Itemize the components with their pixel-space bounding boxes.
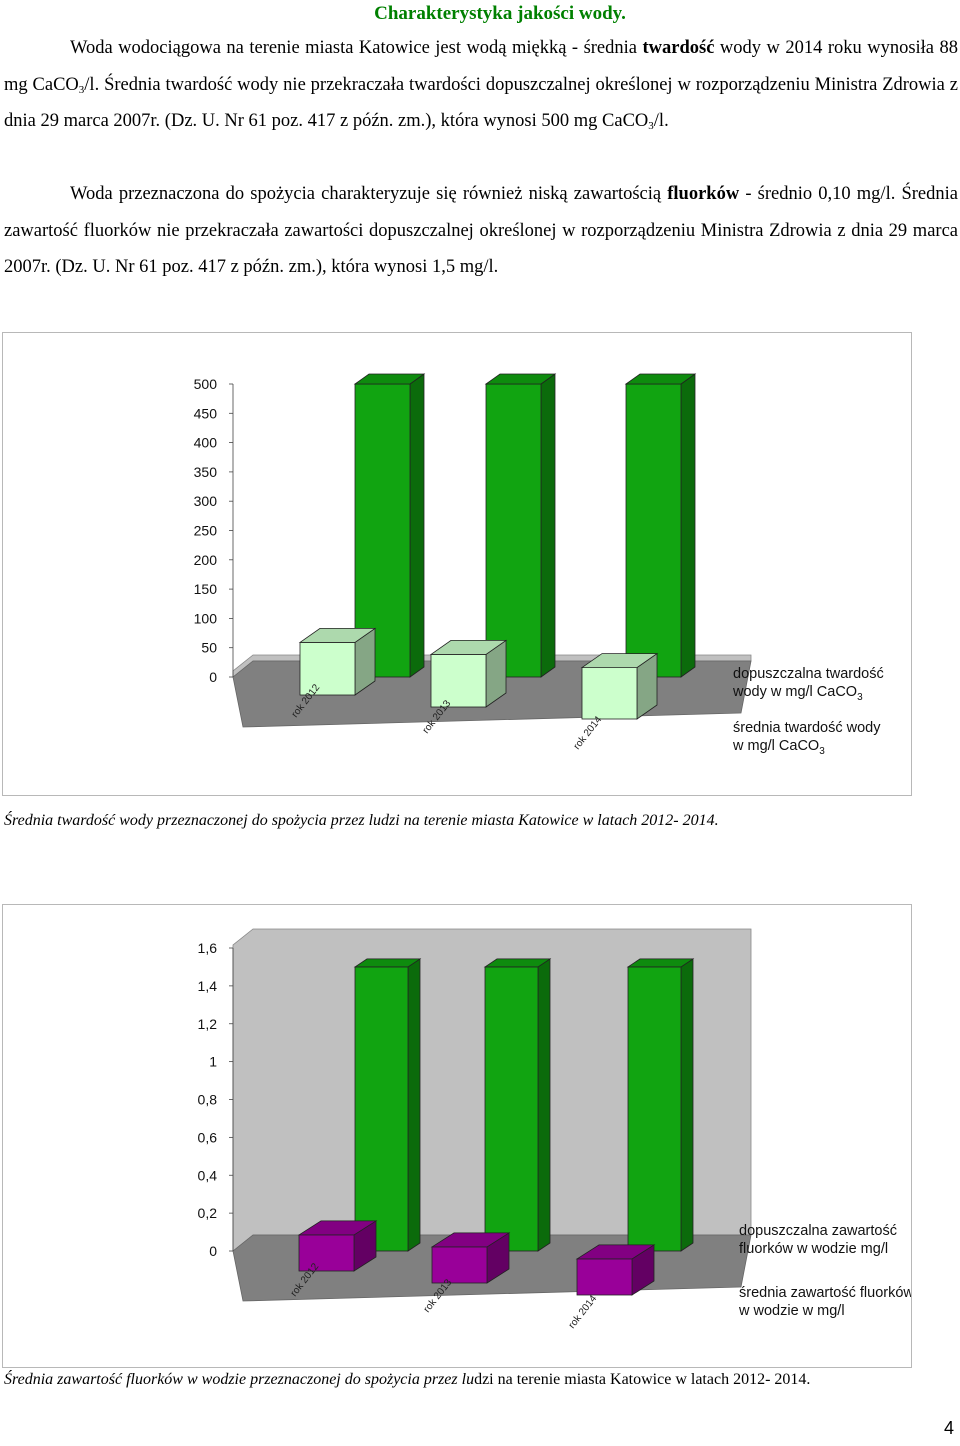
bar-permitted-hardness-0-top (353, 373, 426, 385)
x-category-label: rok 2014 (567, 1293, 600, 1331)
y-tick-label: 1,4 (198, 978, 218, 994)
text-run: /l. (653, 111, 669, 131)
section-heading: Charakterystyka jakości wody. (374, 3, 626, 24)
bar-mean-fluoride-2-front (576, 1258, 633, 1296)
y-tick-label: 450 (194, 405, 218, 421)
legend-entry-line1: średnia twardość wody (733, 720, 881, 736)
bar-mean-hardness-2 (580, 652, 659, 720)
paragraph-hardness: Woda wodociągowa na terenie miasta Katow… (4, 30, 958, 140)
bar-permitted-fluoride-0-side (407, 958, 421, 1252)
bar-permitted-fluoride-0-front (354, 966, 409, 1252)
text-run: wody w 2014 roku wynosiła 88 mg CaCO (4, 38, 958, 95)
bar-mean-fluoride-2 (575, 1244, 656, 1296)
caption-plain-part: dzi na terenie miasta Katowice w latach … (474, 1371, 811, 1388)
text-run: /l. Średnia twardość wody nie przekracza… (4, 74, 959, 132)
legend-entry-line1: dopuszczalna zawartość (739, 1223, 897, 1239)
y-tick-label: 200 (194, 552, 218, 568)
legend-entry-line2: fluorków w wodzie mg/l (739, 1241, 888, 1257)
bar-mean-fluoride-1-top (430, 1232, 511, 1248)
y-tick-label: 300 (194, 493, 218, 509)
legend-entry-line2: w wodzie w mg/l (738, 1303, 845, 1319)
bar-mean-fluoride-1-front (431, 1246, 488, 1284)
bar-mean-fluoride-0-top (297, 1220, 378, 1236)
bar-mean-hardness-1-front (430, 654, 487, 708)
y-tick-label: 250 (194, 523, 218, 539)
bar-permitted-fluoride-0-top (353, 958, 422, 968)
y-tick-label: 500 (194, 376, 218, 392)
bar-mean-hardness-0 (298, 627, 377, 696)
bar-mean-hardness-0-front (299, 642, 356, 696)
bar-mean-hardness-2-front (581, 667, 638, 720)
y-tick-label: 0,8 (198, 1092, 218, 1108)
bar-permitted-hardness-2-front (625, 383, 682, 678)
bar-mean-hardness-1 (429, 639, 508, 708)
paragraph-fluoride: Woda przeznaczona do spożycia charaktery… (4, 176, 958, 286)
y-tick-label: 400 (194, 435, 218, 451)
y-tick-label: 100 (194, 610, 218, 626)
chart-hardness: 0 50 100 150 200 250 300 350 400 450 500 rok 2012 ro… (2, 332, 912, 796)
bar-permitted-fluoride-2 (626, 958, 695, 1252)
legend-entry-line1: dopuszczalna twardość (733, 666, 884, 682)
bar-mean-fluoride-0-front (298, 1234, 355, 1272)
bar-permitted-fluoride-2-front (627, 966, 682, 1252)
bar-permitted-fluoride-1-top (483, 958, 552, 968)
bar-permitted-fluoride-1-front (484, 966, 539, 1252)
y-tick-label: 0,6 (198, 1129, 218, 1145)
subscript: 3 (78, 83, 85, 96)
bar-mean-fluoride-1 (430, 1232, 511, 1284)
y-tick-label: 0,4 (198, 1167, 218, 1183)
y-tick-label: 0,2 (198, 1205, 218, 1221)
text-run: - średnio 0,10 mg/l. Średnia zawartość f… (4, 184, 958, 277)
bar-permitted-fluoride-1-side (537, 958, 551, 1252)
bar-permitted-fluoride-2-top (626, 958, 695, 968)
legend-entry-line2: wody w mg/l CaCO3 (732, 684, 863, 703)
text-run: Woda przeznaczona do spożycia charaktery… (70, 184, 668, 204)
bar-mean-fluoride-2-top (575, 1244, 656, 1260)
bar-permitted-hardness-2-side (680, 373, 696, 678)
bar-mean-fluoride-0 (297, 1220, 378, 1272)
bar-permitted-hardness-1-top (484, 373, 557, 385)
bar-permitted-hardness-2-top (624, 373, 697, 385)
x-category-label: rok 2014 (572, 714, 605, 752)
y-tick-label: 1,2 (198, 1016, 218, 1032)
y-tick-label: 150 (194, 581, 218, 597)
subscript: 3 (648, 120, 654, 132)
y-tick-label: 0 (209, 669, 217, 685)
bar-permitted-hardness-1-side (540, 373, 556, 678)
y-tick-label: 350 (194, 464, 218, 480)
chart-fluoride: 0 0,2 0,4 0,6 0,8 1 1,2 1,4 1,6 rok 2012 rok 2013 r… (2, 904, 912, 1368)
bar-permitted-hardness-1-front (485, 383, 542, 678)
bar-permitted-hardness-0-side (409, 373, 425, 678)
bar-permitted-hardness-1 (484, 373, 557, 678)
bold-term: twardość (642, 38, 715, 58)
bar-permitted-fluoride-0 (353, 958, 422, 1252)
legend-subscript: 3 (819, 746, 825, 757)
legend-entry-line1: średnia zawartość fluorków (739, 1285, 911, 1301)
text-run: Woda wodociągowa na terenie miasta Katow… (70, 38, 643, 58)
bar-permitted-hardness-2 (624, 373, 697, 678)
y-tick-label: 1 (209, 1054, 217, 1070)
caption-fluoride: Średnia zawartość fluorków w wodzie prze… (4, 1370, 810, 1390)
bar-mean-hardness-2-top (580, 653, 659, 669)
bar-permitted-fluoride-2-side (680, 958, 694, 1252)
caption-italic-part: Średnia zawartość fluorków w wodzie prze… (4, 1371, 475, 1388)
y-tick-label: 50 (201, 640, 217, 656)
bar-permitted-fluoride-1 (483, 958, 552, 1252)
y-tick-label: 0 (209, 1243, 217, 1259)
legend-entry-line2: w mg/l CaCO3 (732, 738, 825, 757)
page-number: 4 (943, 1418, 954, 1438)
bar-mean-hardness-0-top (298, 627, 377, 643)
caption-hardness: Średnia twardość wody przeznaczonej do s… (4, 812, 719, 829)
legend-subscript: 3 (857, 692, 863, 703)
y-tick-label: 1,6 (198, 940, 218, 956)
bar-mean-hardness-1-top (429, 639, 508, 655)
bold-term: fluorków (667, 184, 740, 204)
